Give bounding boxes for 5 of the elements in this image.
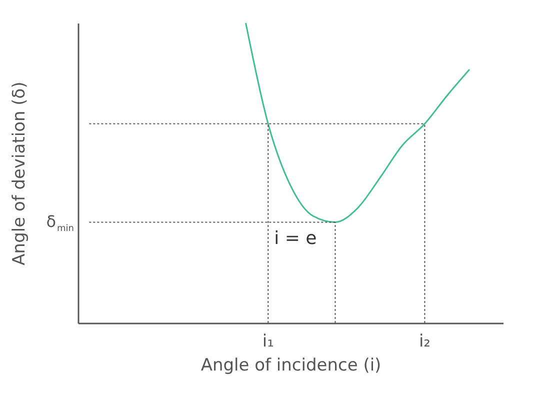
annotation: i = e [274, 228, 317, 250]
y-axis-title: Angle of deviation (δ) [10, 82, 30, 266]
x-axis-title: Angle of incidence (i) [200, 356, 382, 376]
x-tick-label: i₂ [418, 332, 430, 352]
x-tick-label: i₁ [262, 332, 274, 352]
